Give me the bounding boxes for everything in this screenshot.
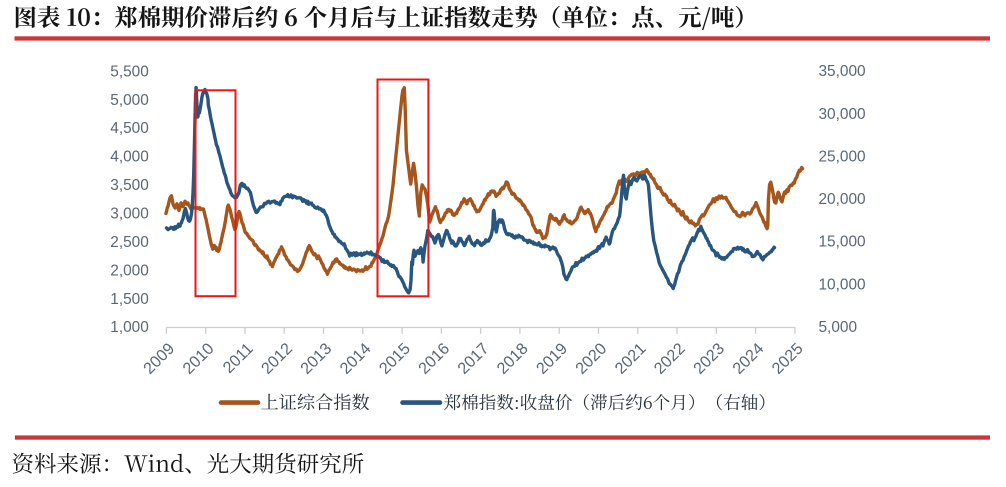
svg-text:2,500: 2,500 bbox=[110, 234, 149, 251]
svg-text:5,000: 5,000 bbox=[110, 92, 149, 109]
svg-text:4,000: 4,000 bbox=[110, 149, 149, 166]
svg-text:3,000: 3,000 bbox=[110, 206, 149, 223]
svg-text:25,000: 25,000 bbox=[819, 149, 866, 166]
svg-text:35,000: 35,000 bbox=[819, 63, 866, 80]
svg-text:1,000: 1,000 bbox=[110, 319, 149, 336]
svg-text:10,000: 10,000 bbox=[819, 276, 866, 293]
svg-text:5,500: 5,500 bbox=[110, 63, 149, 80]
svg-text:5,000: 5,000 bbox=[819, 319, 858, 336]
svg-text:20,000: 20,000 bbox=[819, 191, 866, 208]
svg-text:4,500: 4,500 bbox=[110, 120, 149, 137]
svg-text:1,500: 1,500 bbox=[110, 291, 149, 308]
svg-text:30,000: 30,000 bbox=[819, 106, 866, 123]
svg-text:2,000: 2,000 bbox=[110, 262, 149, 279]
svg-text:3,500: 3,500 bbox=[110, 177, 149, 194]
svg-text:15,000: 15,000 bbox=[819, 234, 866, 251]
